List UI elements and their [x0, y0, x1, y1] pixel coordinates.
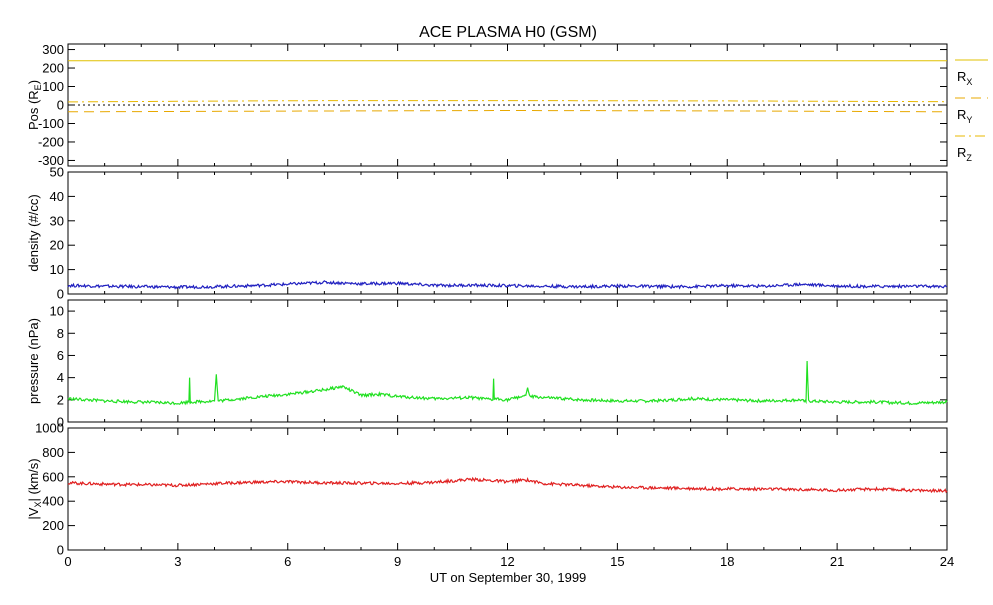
panel-0-ytick-label: -100 [38, 116, 64, 131]
panel-0-ytick-label: 200 [42, 61, 64, 76]
panel-2-ytick-label: 6 [57, 348, 64, 363]
ylabel-subscript: E [33, 84, 43, 90]
panel-0-series-1-line [67, 109, 948, 113]
chart-title: ACE PLASMA H0 (GSM) [419, 24, 597, 41]
panel-1-ytick-label: 30 [50, 213, 64, 228]
panel-0-ytick-label: 0 [57, 98, 64, 113]
panel-0-ytick-label: -200 [38, 134, 64, 149]
legend-subscript: Z [966, 153, 972, 163]
panel-1-ylabel: density (#/cc) [26, 194, 41, 271]
panel-2-ytick-label: 8 [57, 326, 64, 341]
x-tick-label: 18 [720, 554, 734, 569]
panel-1-ytick-label: 20 [50, 238, 64, 253]
panel-0-series-2-line [67, 100, 948, 103]
x-tick-label: 9 [394, 554, 401, 569]
x-tick-label: 24 [940, 554, 954, 569]
panel-2-ytick-label: 2 [57, 392, 64, 407]
legend-label-0: RX [957, 69, 972, 87]
legend-name: R [957, 69, 966, 84]
x-tick-label: 21 [830, 554, 844, 569]
panel-1-ytick-label: 50 [50, 165, 64, 180]
panel-0-ytick-label: 300 [42, 42, 64, 57]
panel-2-frame [67, 299, 948, 423]
legend-label-1: RY [957, 107, 972, 125]
panel-1-ytick-label: 10 [50, 262, 64, 277]
ylabel-end: ) [26, 80, 41, 84]
panel-2-ytick-label: 0 [57, 415, 64, 430]
panel-2-ytick-label: 10 [50, 304, 64, 319]
legend-subscript: X [966, 77, 972, 87]
panel-3-ytick-label: 800 [42, 445, 64, 460]
panel-2-ylabel: pressure (nPa) [26, 318, 41, 404]
panel-2-series-0-line [67, 360, 948, 406]
panel-3-ytick-label: 600 [42, 469, 64, 484]
panel-0-ylabel: Pos (RE) [26, 80, 43, 130]
panel-1-frame [67, 171, 948, 295]
legend-subscript: Y [966, 115, 972, 125]
ylabel-main: |V [26, 507, 41, 519]
panel-3-ytick-label: 1000 [35, 421, 64, 436]
legend-name: R [957, 107, 966, 122]
x-tick-label: 3 [174, 554, 181, 569]
panel-3-series-0-line [67, 476, 948, 494]
x-axis-label: UT on September 30, 1999 [430, 570, 587, 585]
panel-0-ytick-label: -300 [38, 153, 64, 168]
ylabel-end: | (km/s) [26, 458, 41, 501]
ylabel-subscript: X [33, 502, 43, 508]
panel-3-ytick-label: 0 [57, 543, 64, 558]
x-tick-label: 15 [610, 554, 624, 569]
x-tick-label: 6 [284, 554, 291, 569]
panel-1-ytick-label: 40 [50, 189, 64, 204]
panel-0-ytick-label: 100 [42, 79, 64, 94]
x-tick-label: 0 [64, 554, 71, 569]
ylabel-main: Pos (R [26, 90, 41, 130]
panel-3-ylabel: |VX| (km/s) [26, 458, 43, 519]
panel-1-ytick-label: 0 [57, 287, 64, 302]
panel-3-ytick-label: 400 [42, 494, 64, 509]
panel-1-series-0-line [67, 280, 948, 290]
x-tick-label: 12 [500, 554, 514, 569]
legend-name: R [957, 145, 966, 160]
legend-label-2: RZ [957, 145, 972, 163]
panel-3-ytick-label: 200 [42, 518, 64, 533]
panel-2-ytick-label: 4 [57, 370, 64, 385]
